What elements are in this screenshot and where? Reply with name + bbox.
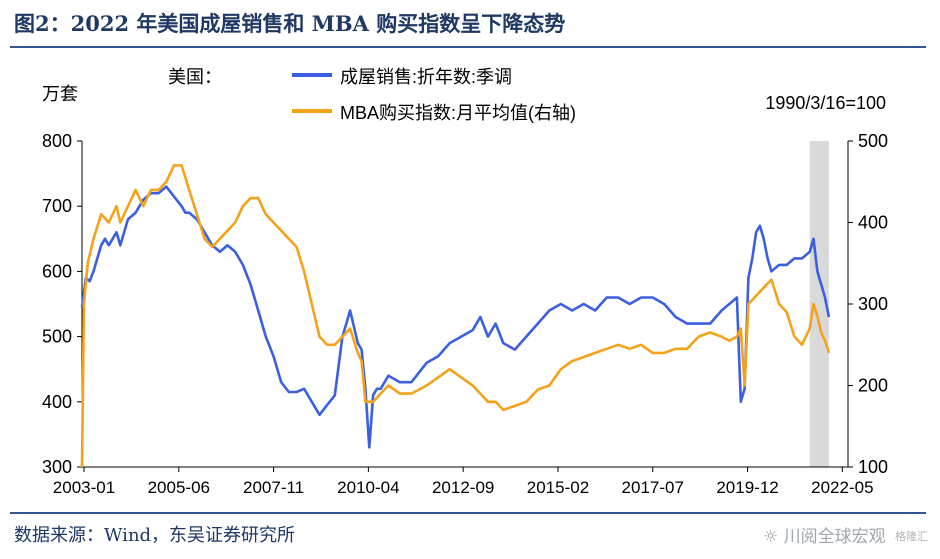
right-tick-label: 100 [858,457,888,477]
legend-prefix: 美国： [168,67,222,87]
line-chart: 300 400 500 600 700 800 100 200 300 400 500 2003-01… [42,67,888,497]
x-tick-label: 2010-04 [337,478,399,497]
x-tick-label: 2015-02 [527,478,589,497]
series-line-existing-home-sales [80,185,831,449]
right-tick-label: 500 [858,131,888,151]
x-tick-label: 2012-09 [432,478,494,497]
watermark-text: 川阅全球宏观 [783,527,886,547]
title-rule [10,46,926,48]
watermark: ☼ 川阅全球宏观 格隆汇 [763,522,928,547]
right-tick-label: 300 [858,294,888,314]
left-tick-label: 500 [42,327,72,347]
x-tick-label: 2017-07 [622,478,684,497]
wechat-icon: ☼ [762,527,779,547]
x-tick-label: 2003-01 [53,478,115,497]
left-axis-unit: 万套 [42,84,78,104]
series-line-mba-purchase-index [80,164,831,468]
right-axis-unit: 1990/3/16=100 [765,93,886,113]
left-tick-label: 800 [42,131,72,151]
left-tick-label: 700 [42,196,72,216]
right-tick-label: 200 [858,376,888,396]
x-tick-label: 2007-11 [243,478,304,497]
watermark-logo: 格隆汇 [895,530,928,543]
legend-label-sales: 成屋销售:折年数:季调 [340,67,512,87]
data-source: 数据来源：Wind，东吴证券研究所 [14,525,296,546]
x-tick-label: 2022-05 [811,478,873,497]
left-tick-label: 300 [42,457,72,477]
x-tick-label: 2005-06 [148,478,210,497]
chart-title: 图2：2022 年美国成屋销售和 MBA 购买指数呈下降态势 [14,11,566,36]
left-tick-label: 400 [42,392,72,412]
footer-rule [10,512,926,514]
shaded-region [809,141,829,467]
legend-label-mba: MBA购买指数:月平均值(右轴) [340,103,576,123]
x-tick-label: 2019-12 [716,478,778,497]
right-tick-label: 400 [858,213,888,233]
left-tick-label: 600 [42,261,72,281]
